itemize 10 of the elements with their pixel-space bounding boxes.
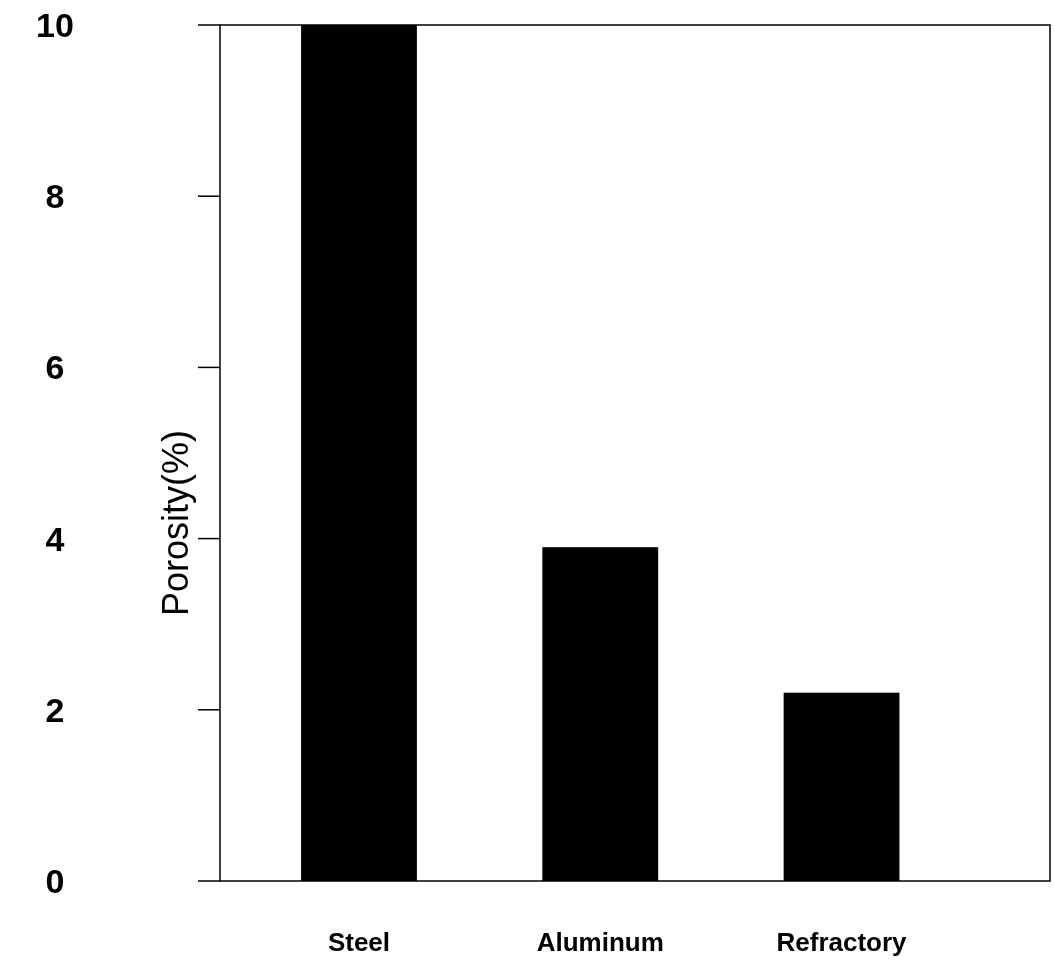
y-tick-label: 4	[45, 519, 65, 558]
y-tick-label: 6	[45, 348, 65, 387]
y-tick-label: 8	[45, 177, 65, 216]
y-tick-label: 2	[45, 690, 65, 729]
y-axis-title: Porosity(%)	[154, 429, 196, 617]
x-tick-label: Aluminum	[536, 927, 664, 957]
x-tick-label: Steel	[327, 927, 391, 957]
y-tick-label: 10	[36, 5, 74, 44]
x-tick-label: Refractory	[776, 927, 908, 957]
y-tick-label: 0	[45, 861, 65, 900]
